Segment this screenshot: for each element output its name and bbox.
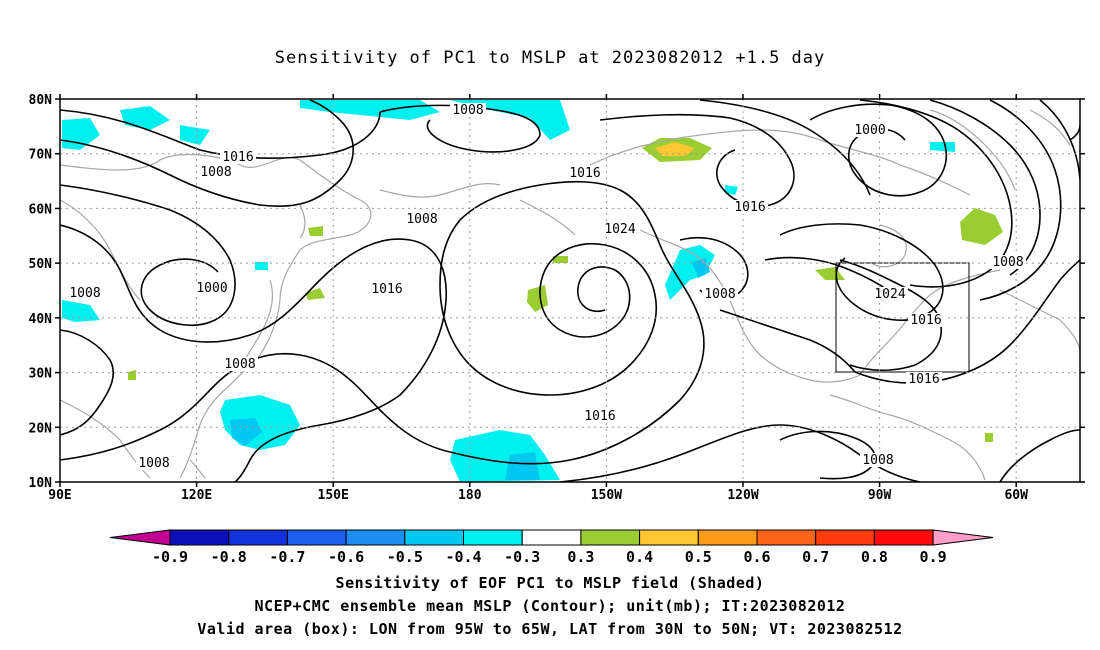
contour-label: 1008 (452, 103, 483, 118)
contour-label: 1016 (569, 166, 600, 181)
contour-label-bg (860, 453, 896, 467)
lon-tick-label: 90W (868, 488, 892, 503)
contour-label-bg (369, 282, 405, 296)
colorbar-swatch (521, 529, 582, 546)
contour-label: 1016 (908, 372, 939, 387)
colorbar-swatch (345, 529, 406, 546)
contour-label-bg (852, 123, 888, 137)
colorbar-tick-label: -0.5 (387, 548, 423, 566)
contour-label-bg (198, 165, 234, 179)
contour-label-bg (136, 456, 172, 470)
lon-tick-label: 60W (1004, 488, 1028, 503)
contour-label-bg (906, 372, 942, 386)
contour-label-bg (990, 255, 1026, 269)
caption-contour: NCEP+CMC ensemble mean MSLP (Contour); u… (254, 597, 846, 615)
colorbar-swatch (169, 529, 230, 546)
lat-tick-label: 30N (29, 367, 53, 382)
contour-label: 1008 (862, 453, 893, 468)
contour-label-bg (450, 103, 486, 117)
colorbar-swatch (404, 529, 464, 546)
contour-label-bg (404, 212, 440, 226)
lon-tick-label: 150E (318, 488, 349, 503)
chart-title: Sensitivity of PC1 to MSLP at 2023082012… (274, 48, 826, 68)
colorbar: -0.9 -0.8 -0.7 -0.6 -0.5 -0.4 -0.3 0.3 0.4 0.5 0.6… (109, 529, 994, 566)
contour-label-bg (582, 409, 618, 423)
colorbar-tick-label: -0.9 (152, 548, 188, 566)
contour-label: 1008 (992, 255, 1023, 270)
colorbar-swatch (639, 529, 699, 546)
colorbar-swatch (697, 529, 758, 546)
colorbar-swatch (228, 529, 288, 546)
colorbar-tick-label: 0.9 (920, 548, 947, 566)
contour-label: 1008 (69, 286, 100, 301)
caption-valid-area: Valid area (box): LON from 95W to 65W, L… (197, 620, 903, 638)
colorbar-tick-label: -0.6 (328, 548, 364, 566)
lon-tick-label: 120W (727, 488, 758, 503)
colorbar-tick-label: 0.6 (743, 548, 770, 566)
lat-tick-label: 50N (29, 257, 53, 272)
contour-label: 1008 (406, 212, 437, 227)
colorbar-swatch (815, 529, 875, 546)
lat-tick-label: 80N (29, 93, 53, 108)
contour-label-bg (567, 166, 603, 180)
contour-label: 1008 (224, 357, 255, 372)
lon-tick-label: 90E (48, 488, 71, 503)
contour-label-bg (220, 150, 256, 164)
lat-tick-label: 20N (29, 421, 53, 436)
colorbar-swatch (756, 529, 817, 546)
contour-label-bg (222, 357, 258, 371)
lat-tick-label: 10N (29, 476, 53, 491)
contour-label: 1016 (584, 409, 615, 424)
colorbar-swatch (286, 529, 347, 546)
lon-tick-label: 180 (458, 488, 482, 503)
contour-label-bg (602, 222, 638, 236)
contour-label: 1024 (874, 287, 905, 302)
colorbar-tick-label: 0.4 (626, 548, 653, 566)
colorbar-tick-label: 0.7 (802, 548, 829, 566)
contour-label: 1000 (196, 281, 227, 296)
lon-tick-label: 150W (591, 488, 622, 503)
contour-label-bg (872, 287, 908, 301)
colorbar-tick-label: -0.8 (211, 548, 247, 566)
caption-shading: Sensitivity of EOF PC1 to MSLP field (Sh… (335, 574, 765, 592)
lat-tick-label: 60N (29, 202, 53, 217)
lat-tick-label: 40N (29, 312, 53, 327)
map-frame (59, 98, 1081, 483)
colorbar-swatch (580, 529, 641, 546)
colorbar-right-arrow (932, 529, 994, 546)
lat-tick-label: 70N (29, 148, 53, 163)
contour-label: 1016 (371, 282, 402, 297)
contour-label: 1008 (704, 287, 735, 302)
contour-label: 1016 (910, 313, 941, 328)
lon-tick-label: 120E (181, 488, 212, 503)
contour-label-bg (908, 313, 944, 327)
contour-label: 1008 (138, 456, 169, 471)
contour-label-bg (732, 200, 768, 214)
contour-label: 1016 (734, 200, 765, 215)
contour-label-bg (702, 287, 738, 301)
contour-label: 1024 (604, 222, 635, 237)
colorbar-tick-label: 0.3 (567, 548, 594, 566)
colorbar-swatch (463, 529, 523, 546)
colorbar-tick-label: -0.7 (269, 548, 305, 566)
contour-label: 1000 (854, 123, 885, 138)
contour-label-bg (194, 281, 230, 295)
colorbar-left-arrow (109, 529, 171, 546)
colorbar-tick-label: 0.5 (685, 548, 712, 566)
colorbar-tick-label: -0.3 (504, 548, 540, 566)
colorbar-tick-label: -0.4 (445, 548, 481, 566)
contour-label: 1016 (222, 150, 253, 165)
colorbar-tick-label: 0.8 (861, 548, 888, 566)
contour-label: 1008 (200, 165, 231, 180)
colorbar-swatch (873, 529, 934, 546)
contour-label-bg (67, 286, 103, 300)
